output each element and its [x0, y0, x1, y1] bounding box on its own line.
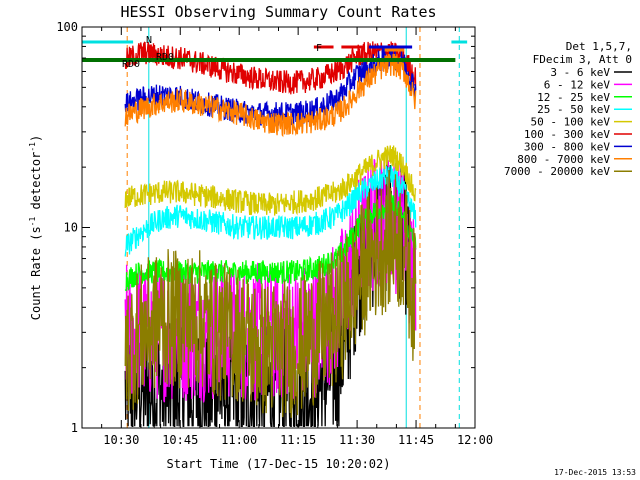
series-trace [124, 169, 417, 418]
series-800-7000-kev [124, 53, 417, 138]
legend-label: 800 - 7000 keV [517, 153, 610, 166]
x-tick-label: 12:00 [457, 433, 493, 447]
legend-label: 7000 - 20000 keV [504, 165, 610, 178]
legend-label: 6 - 12 keV [544, 78, 611, 91]
y-tick-label: 10 [64, 221, 78, 235]
flag-label: F [316, 43, 322, 54]
legend-header-line: Det 1,5,7, [566, 40, 632, 53]
x-tick-label: 11:30 [339, 433, 375, 447]
series-trace [124, 41, 417, 95]
flag-label: RD0 [122, 59, 140, 70]
y-axis-label-mid: detector [29, 152, 43, 217]
flag-label: N [146, 35, 152, 46]
legend-header-line: FDecim 3, Att 0 [533, 53, 632, 66]
flag-rd0: RD0 [122, 59, 140, 70]
x-tick-label: 10:30 [103, 433, 139, 447]
series-trace [124, 165, 417, 257]
y-axis-label-exp1: -1 [28, 216, 37, 226]
x-tick-label: 11:15 [280, 433, 316, 447]
flag-rd0: RD0 [82, 52, 456, 63]
legend-label: 300 - 800 keV [524, 140, 610, 153]
y-tick-label: 1 [71, 421, 78, 435]
x-tick-label: 10:45 [162, 433, 198, 447]
flag-f: F [313, 43, 365, 54]
y-axis-label-exp2: -1 [28, 142, 37, 152]
flag-label: RD0 [156, 52, 174, 63]
chart-title: HESSI Observing Summary Count Rates [120, 3, 436, 21]
legend-label: 100 - 300 keV [524, 128, 610, 141]
y-axis-label-main: Count Rate (s [29, 226, 43, 320]
legend-label: 3 - 6 keV [550, 66, 610, 79]
axis-layer: 10:30 10:45 11:00 11:15 11:30 11:45 12:00 1 10 10… [56, 20, 493, 447]
x-axis-label: Start Time (17-Dec-15 10:20:02) [167, 457, 391, 471]
y-axis-label: Count Rate (s-1 detector-1) [28, 135, 43, 320]
x-tick-label: 11:00 [221, 433, 257, 447]
flag-n: N [146, 35, 152, 46]
series-trace [124, 145, 417, 216]
legend-label: 25 - 50 keV [537, 103, 610, 116]
legend-label: 12 - 25 keV [537, 91, 610, 104]
series-7000-20000-kev [124, 169, 417, 418]
timestamp: 17-Dec-2015 13:53 [554, 468, 636, 477]
data-layer: N RD0 RD0 F [82, 27, 468, 429]
series-trace [124, 53, 417, 138]
series-25-50-kev [124, 165, 417, 257]
series-50-100-kev [124, 145, 417, 216]
y-tick-label: 100 [56, 20, 78, 34]
legend-label: 50 - 100 keV [531, 116, 611, 129]
series-100-300-kev [124, 41, 417, 95]
x-tick-label: 11:45 [398, 433, 434, 447]
y-axis-label-end: ) [29, 135, 43, 142]
